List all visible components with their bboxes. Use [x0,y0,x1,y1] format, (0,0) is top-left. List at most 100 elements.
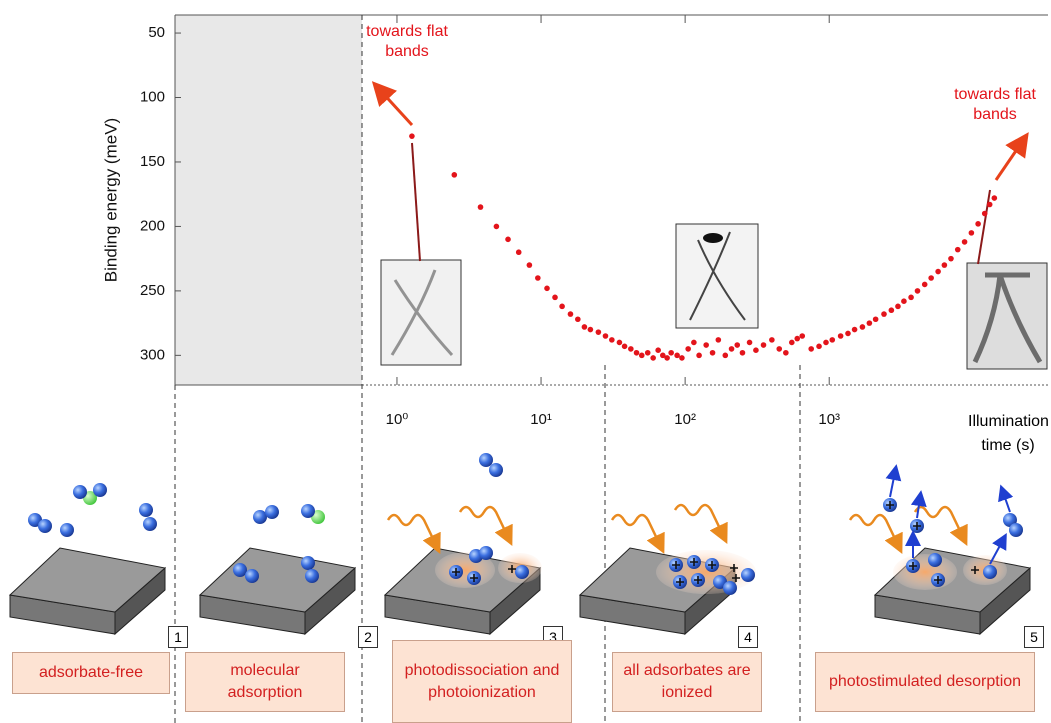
panel-caption: molecular adsorption [185,652,345,712]
molecule [143,517,157,531]
point [808,346,815,352]
glow [656,550,756,594]
desorb-arrow [910,490,927,519]
point [872,316,879,323]
point [734,342,741,348]
molecule [38,519,52,533]
point [505,236,511,243]
point [703,342,709,348]
gray-region [175,15,362,385]
molecule [139,503,153,517]
point [948,255,954,262]
insets [371,81,1048,370]
x-tick-label: 10³ [818,411,840,428]
molecule [983,565,997,579]
molecule [479,453,493,467]
charge [676,578,684,586]
point [789,339,795,346]
point [866,320,873,326]
point [616,339,623,346]
charge [452,568,460,576]
glow [893,554,957,590]
x-tick-label: 10² [674,411,696,428]
point [908,294,914,301]
point [638,352,645,359]
charge [886,501,894,509]
point [783,349,789,356]
photon [673,503,728,545]
annotation: towards flat bands [954,86,1036,123]
point [679,355,685,361]
molecule [233,563,247,577]
point [921,281,928,288]
charge [971,566,979,574]
point [728,346,735,352]
point [696,352,702,359]
y-axis-label: Binding energy (meV) [101,118,120,282]
annotation: towards flat bands [366,23,448,60]
point [552,294,558,301]
desorb-arrow [998,484,1014,513]
point [914,288,921,294]
point [660,352,666,359]
x-axis-label: Illumination time (s) [968,413,1049,454]
point [559,303,565,310]
point [722,352,729,359]
molecule [741,568,755,582]
point [823,339,829,346]
point [644,349,651,356]
point [991,195,998,201]
point [544,285,550,292]
point [715,337,722,343]
y-tick-label: 300 [140,346,165,363]
point [709,349,716,356]
molecule [301,556,315,570]
y-tick-label: 100 [140,88,165,105]
point [451,172,458,178]
point [526,262,533,268]
photon [848,513,903,555]
point [515,249,522,256]
point [685,346,691,352]
molecule [479,546,493,560]
desorb-arrow [989,532,1007,565]
charge [934,576,942,584]
photon [458,505,513,547]
panel-caption: all adsorbates are ionized [612,652,762,712]
point [941,262,948,268]
point [881,311,887,317]
point [975,221,981,227]
point [581,324,588,330]
x-tick-label: 10⁰ [386,411,409,428]
point [493,223,500,230]
molecule [73,485,87,499]
panel-caption: photodissociation and photoionization [392,640,572,723]
molecule [245,569,259,583]
y-tick-label: 250 [140,282,165,299]
panel-number: 2 [358,626,378,648]
molecule [265,505,279,519]
point [851,326,858,333]
point [769,337,775,343]
panel-number: 5 [1024,626,1044,648]
point [409,133,415,139]
point [674,352,680,359]
charge [732,574,740,582]
molecule [723,581,737,595]
point [986,201,993,208]
desorb-arrow [885,464,902,498]
point [794,335,801,342]
point [587,326,594,333]
point [928,275,934,281]
point [837,333,844,339]
point [776,346,783,352]
x-tick-label: 10¹ [530,411,552,428]
y-tick-label: 200 [140,217,165,234]
point [859,324,866,330]
point [829,337,836,343]
panel-caption: adsorbate-free [12,652,170,694]
point [901,298,907,305]
charge [690,558,698,566]
point [477,204,484,210]
